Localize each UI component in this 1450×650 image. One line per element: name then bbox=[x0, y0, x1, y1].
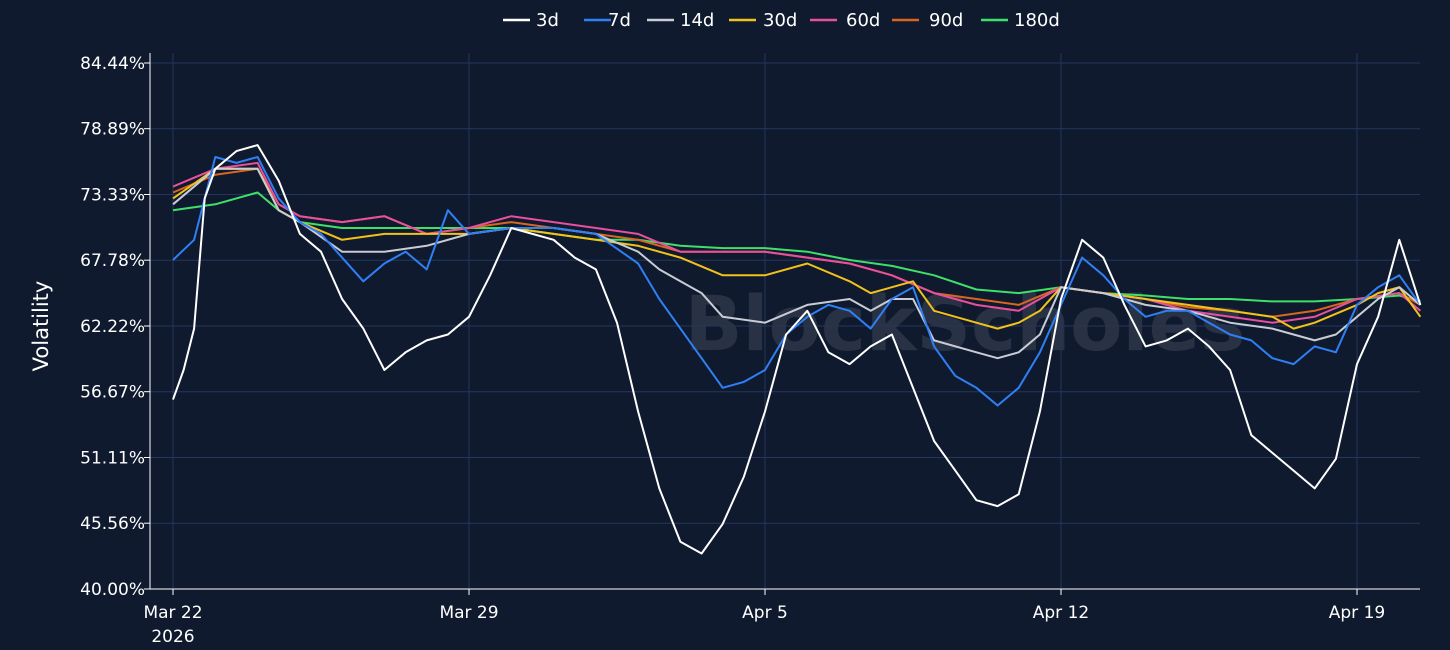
grid bbox=[150, 53, 1420, 590]
y-axis: 40.00% 45.56% 51.11% 56.67% 62.22% 67.78% 73.3… bbox=[80, 53, 151, 600]
y-tick-label: 45.56% bbox=[80, 514, 145, 534]
legend: 3d 7d 14d 30d 60d 90d 180d bbox=[503, 10, 1060, 31]
legend-label-3d[interactable]: 3d bbox=[536, 10, 559, 31]
legend-label-14d[interactable]: 14d bbox=[680, 10, 714, 31]
x-tick-label: Apr 5 bbox=[742, 603, 788, 623]
y-axis-title: Volatility bbox=[29, 281, 53, 372]
x-tick-label: Mar 29 bbox=[439, 603, 498, 623]
series-line-14d bbox=[172, 167, 1422, 360]
series-lines bbox=[172, 144, 1422, 555]
y-tick-label: 40.00% bbox=[80, 580, 145, 600]
series-line-30d bbox=[172, 167, 1422, 330]
series-line-180d bbox=[172, 191, 1421, 303]
series-line-7d bbox=[172, 156, 1422, 407]
legend-label-90d[interactable]: 90d bbox=[929, 10, 963, 31]
x-axis: Mar 22 2026 Mar 29 Apr 5 Apr 12 Apr 19 bbox=[143, 588, 1420, 647]
y-tick-label: 73.33% bbox=[80, 186, 145, 206]
legend-label-30d[interactable]: 30d bbox=[763, 10, 797, 31]
x-tick-label: Apr 19 bbox=[1329, 603, 1385, 623]
series-line-3d bbox=[172, 144, 1422, 555]
legend-label-60d[interactable]: 60d bbox=[846, 10, 880, 31]
x-tick-label: Mar 22 bbox=[143, 603, 202, 623]
y-tick-label: 67.78% bbox=[80, 251, 145, 271]
x-tick-label: Apr 12 bbox=[1033, 603, 1089, 623]
legend-label-180d[interactable]: 180d bbox=[1014, 10, 1060, 31]
y-tick-label: 51.11% bbox=[80, 449, 145, 469]
series-line-60d bbox=[172, 161, 1422, 324]
y-tick-label: 84.44% bbox=[80, 54, 145, 74]
legend-label-7d[interactable]: 7d bbox=[608, 10, 631, 31]
x-tick-sublabel: 2026 bbox=[151, 627, 194, 647]
watermark: BlockScholes bbox=[685, 279, 1246, 368]
y-tick-label: 56.67% bbox=[80, 383, 145, 403]
y-tick-label: 78.89% bbox=[80, 120, 145, 140]
y-tick-label: 62.22% bbox=[80, 317, 145, 337]
